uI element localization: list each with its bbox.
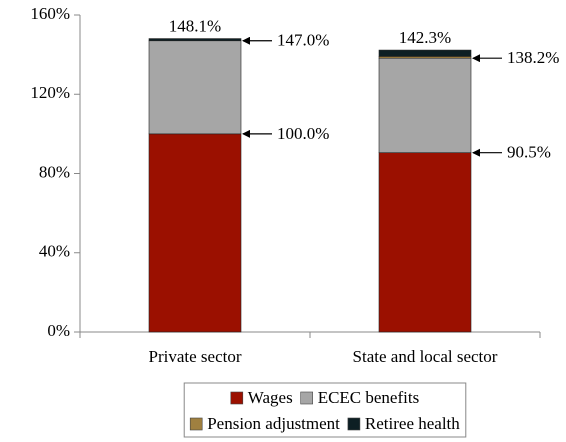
y-tick-label: 0% bbox=[47, 321, 70, 340]
legend-swatch bbox=[230, 391, 244, 405]
bar-segment bbox=[148, 40, 242, 135]
legend-label: Wages bbox=[248, 388, 293, 407]
y-tick-label: 40% bbox=[39, 242, 70, 261]
bar-segment bbox=[378, 49, 472, 57]
bar-segment bbox=[378, 152, 472, 333]
y-tick-label: 80% bbox=[39, 162, 70, 181]
legend-label: Pension adjustment bbox=[207, 414, 340, 433]
legend-row: Pension adjustment Retiree health bbox=[189, 414, 460, 433]
x-tick-label: Private sector bbox=[149, 347, 242, 366]
bar-segment bbox=[148, 38, 242, 42]
legend-swatch bbox=[300, 391, 313, 405]
legend-swatch bbox=[189, 417, 203, 431]
annotation-label: 100.0% bbox=[277, 124, 329, 143]
bar-segment bbox=[378, 57, 472, 153]
y-tick-label: 160% bbox=[30, 4, 70, 23]
legend-row: Wages ECEC benefits bbox=[230, 388, 420, 407]
annotation-label: 90.5% bbox=[507, 143, 551, 162]
bar-segment bbox=[148, 133, 242, 333]
annotation-label: 142.3% bbox=[399, 28, 451, 47]
annotation-label: 148.1% bbox=[169, 16, 221, 35]
legend-swatch bbox=[347, 417, 361, 431]
legend: Wages ECEC benefits Pension adjustment Reti… bbox=[183, 382, 467, 438]
legend-label: Retiree health bbox=[365, 414, 460, 433]
y-tick-label: 120% bbox=[30, 83, 70, 102]
legend-label: ECEC benefits bbox=[318, 388, 420, 407]
x-tick-label: State and local sector bbox=[353, 347, 498, 366]
annotation-label: 147.0% bbox=[277, 31, 329, 50]
annotation-label: 138.2% bbox=[507, 48, 559, 67]
